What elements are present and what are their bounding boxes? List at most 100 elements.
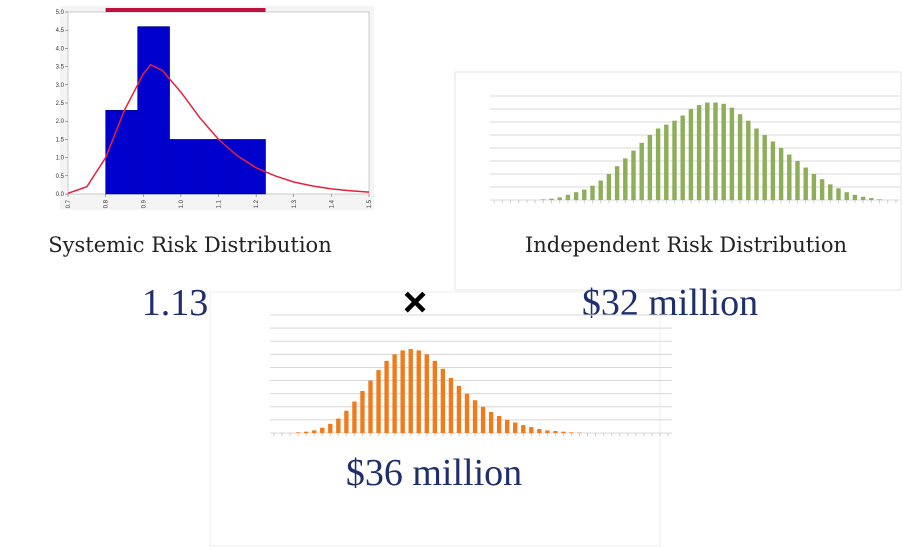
independent-value: $32 million bbox=[582, 282, 758, 324]
operator: × bbox=[403, 278, 428, 325]
x-tick-label: 0.7 bbox=[66, 199, 72, 208]
bar bbox=[432, 360, 437, 433]
bar bbox=[105, 110, 138, 195]
bar bbox=[647, 135, 653, 200]
bar bbox=[472, 400, 478, 433]
bar bbox=[233, 139, 266, 195]
x-tick-label: 0.8 bbox=[104, 199, 110, 208]
y-tick-label: 4.5 bbox=[56, 28, 65, 34]
bar bbox=[746, 120, 751, 200]
bar bbox=[590, 185, 595, 200]
bar bbox=[672, 120, 677, 200]
x-tick-label: 1.3 bbox=[292, 199, 298, 208]
bar bbox=[464, 393, 470, 433]
bar bbox=[505, 419, 510, 433]
bar bbox=[557, 197, 562, 200]
density-curve bbox=[67, 63, 370, 194]
bar bbox=[312, 430, 317, 433]
bar bbox=[295, 432, 301, 433]
bar bbox=[778, 148, 784, 200]
bar bbox=[828, 184, 833, 200]
bar bbox=[688, 109, 694, 200]
bar bbox=[521, 425, 526, 433]
x-tick-label: 1.1 bbox=[217, 199, 223, 208]
y-tick-label: 4.0 bbox=[56, 46, 65, 52]
bar bbox=[448, 377, 454, 433]
y-tick-label: 1.5 bbox=[56, 137, 65, 143]
bar bbox=[537, 429, 542, 433]
bar bbox=[573, 192, 579, 200]
y-tick-label: 3.0 bbox=[56, 83, 65, 89]
bar bbox=[869, 198, 874, 200]
bar bbox=[137, 26, 170, 195]
bar bbox=[336, 418, 341, 433]
bar bbox=[376, 370, 381, 433]
bar bbox=[852, 194, 858, 200]
chart-title: Independent Risk Distribution bbox=[525, 233, 847, 257]
bar bbox=[480, 406, 486, 433]
bar bbox=[705, 102, 710, 200]
bar bbox=[513, 422, 518, 433]
bar bbox=[569, 432, 574, 433]
bar bbox=[795, 161, 800, 200]
bar bbox=[440, 368, 446, 433]
bar bbox=[360, 391, 365, 433]
bar bbox=[424, 354, 429, 433]
bar bbox=[729, 107, 735, 200]
x-tick-label: 1.0 bbox=[179, 199, 185, 208]
bar bbox=[787, 154, 792, 200]
y-tick-label: 3.5 bbox=[56, 65, 65, 71]
bar bbox=[352, 401, 357, 433]
bar bbox=[582, 189, 587, 200]
panel bbox=[454, 71, 902, 291]
bar bbox=[836, 188, 841, 200]
y-tick-label: 0.0 bbox=[56, 192, 65, 198]
x-tick-label: 1.2 bbox=[254, 199, 260, 208]
bar bbox=[721, 103, 726, 200]
bar bbox=[844, 192, 849, 200]
bar bbox=[713, 102, 718, 200]
y-tick-label: 2.5 bbox=[56, 101, 65, 107]
bar bbox=[416, 350, 421, 433]
bar bbox=[860, 196, 866, 200]
bar bbox=[696, 105, 702, 200]
bar bbox=[561, 431, 566, 433]
bar bbox=[368, 380, 373, 433]
bar bbox=[400, 350, 405, 433]
bar bbox=[623, 158, 628, 200]
bar bbox=[680, 115, 685, 200]
bar bbox=[545, 430, 550, 433]
bar bbox=[762, 135, 767, 200]
bar bbox=[631, 150, 636, 200]
bar bbox=[614, 166, 620, 200]
bar bbox=[664, 124, 669, 200]
bar bbox=[328, 423, 333, 433]
x-tick-label: 0.9 bbox=[141, 199, 147, 208]
x-tick-label: 1.5 bbox=[367, 199, 373, 208]
bar bbox=[408, 349, 413, 433]
bar bbox=[456, 385, 462, 433]
bar bbox=[598, 180, 603, 200]
bar bbox=[304, 431, 309, 433]
y-tick-label: 1.0 bbox=[56, 156, 65, 162]
bar bbox=[803, 167, 808, 200]
y-tick-label: 5.0 bbox=[56, 10, 65, 16]
y-tick-label: 2.0 bbox=[56, 119, 65, 125]
bar bbox=[819, 179, 825, 200]
bar bbox=[496, 415, 502, 433]
x-tick-label: 1.4 bbox=[329, 199, 335, 208]
bar bbox=[770, 141, 776, 200]
chart-title: Systemic Risk Distribution bbox=[48, 233, 331, 257]
bar bbox=[877, 199, 882, 200]
bar bbox=[811, 174, 817, 200]
result: $36 million bbox=[346, 452, 522, 494]
bar bbox=[655, 128, 661, 200]
factor: 1.13 bbox=[142, 282, 209, 324]
bar bbox=[320, 427, 325, 433]
bar bbox=[541, 199, 546, 200]
bar bbox=[529, 427, 534, 433]
bar bbox=[565, 194, 571, 200]
bar bbox=[553, 431, 558, 433]
bar bbox=[488, 412, 494, 433]
